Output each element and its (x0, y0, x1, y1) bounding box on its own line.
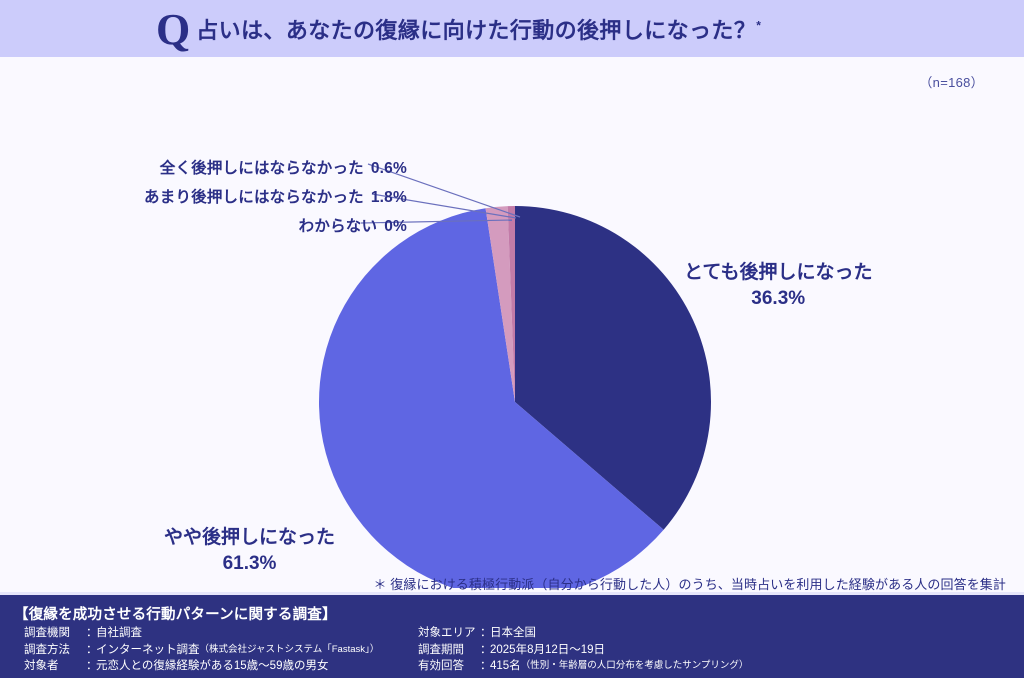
survey-meta-value: 日本全国 (490, 627, 536, 639)
callout-label-amari-text: あまり後押しにはならなかった (144, 189, 364, 206)
survey-meta-key: 対象者 (24, 660, 59, 672)
survey-meta-key: 調査方法 (24, 643, 70, 656)
callout-label-zenku-value: 0.6% (370, 160, 407, 177)
footer-panel: 【復縁を成功させる行動パターンに関する調査】 調査機関：自社調査 調査方法：インタ… (0, 595, 1024, 678)
callout-label-wakaranai: わからない 0% (299, 214, 407, 236)
survey-meta-key: 調査期間 (418, 643, 464, 656)
survey-meta-value: 415名 (490, 660, 521, 672)
slice-label-totemo-text: とても後押しになった (684, 262, 873, 283)
survey-meta-separator: ： (86, 643, 98, 656)
pie-chart-svg (319, 163, 711, 588)
survey-meta-key: 対象エリア (418, 627, 476, 639)
survey-title: 【復縁を成功させる行動パターンに関する調査】 (14, 607, 337, 623)
callout-label-wakaranai-value: 0% (384, 218, 407, 235)
pie-slice (485, 206, 515, 402)
callout-label-wakaranai-text: わからない (298, 218, 378, 235)
pie-slices-group (319, 206, 711, 588)
survey-meta-row: 調査期間 ： 2025年8月12日〜19日 (418, 642, 748, 659)
pie-slice (507, 206, 515, 402)
survey-meta-value: 自社調査 (96, 627, 142, 639)
leader-lines-group (360, 163, 521, 224)
survey-meta-note: （株式会社ジャストシステム「Fastask」） (199, 643, 380, 655)
slice-label-yaya-value: 61.3% (222, 553, 277, 575)
leader-line-3 (360, 219, 513, 224)
survey-meta-row: 有効回答 ： 415名 （性別・年齢層の人口分布を考慮したサンプリング） (418, 658, 748, 675)
survey-meta-value: インターネット調査 (96, 643, 200, 656)
sample-size-label: （n=168） (919, 75, 984, 90)
survey-meta-row: 調査機関 ：自社調査 (24, 625, 379, 642)
survey-meta-row: 調査方法 ：インターネット調査 （株式会社ジャストシステム「Fastask」） (24, 642, 379, 659)
question-mark-icon: Q (156, 4, 191, 54)
callout-label-zenku: 全く後押しにはならなかった 0.6% (160, 156, 407, 178)
survey-meta-key: 有効回答 (418, 660, 464, 672)
leader-line-2 (371, 193, 517, 219)
survey-meta-separator: ： (86, 627, 98, 639)
slice-label-yaya-text: やや後押しになった (164, 527, 336, 548)
survey-meta-separator: ： (86, 660, 98, 672)
survey-meta-row: 対象者 ：元恋人との復縁経験がある15歳〜59歳の男女 (24, 658, 379, 675)
footnote-text: ＊ 復縁における積極行動派（自分から行動した人）のうち、当時占いを利用した経験が… (373, 577, 1006, 592)
survey-meta-row: 対象エリア ：日本全国 (418, 625, 748, 642)
slice-label-yaya: やや後押しになった 61.3% (164, 525, 335, 577)
survey-meta-separator: ： (480, 643, 492, 656)
survey-meta-note: （性別・年齢層の人口分布を考慮したサンプリング） (520, 660, 749, 671)
page-title-text: 占いは、あなたの復縁に向けた行動の後押しになった？ (196, 17, 757, 43)
callout-label-amari: あまり後押しにはならなかった 1.8% (144, 185, 407, 207)
survey-meta-value: 元恋人との復縁経験がある15歳〜59歳の男女 (96, 660, 329, 672)
header-bar: Q 占いは、あなたの復縁に向けた行動の後押しになった？* (0, 0, 1024, 57)
slice-label-totemo: とても後押しになった 36.3% (684, 260, 872, 312)
pie-slice (319, 208, 664, 588)
survey-meta-value: 2025年8月12日〜19日 (490, 643, 606, 656)
footer-divider (0, 592, 1024, 595)
survey-meta-separator: ： (480, 660, 492, 672)
leader-line-1 (367, 163, 521, 218)
callout-label-zenku-text: 全く後押しにはならなかった (159, 160, 364, 177)
page-title: 占いは、あなたの復縁に向けた行動の後押しになった？* (196, 13, 761, 45)
survey-meta-left: 調査機関：自社調査 調査方法：インターネット調査 （株式会社ジャストシステム「Fas… (24, 625, 379, 675)
pie-chart-container: 全く後押しにはならなかった 0.6% あまり後押しにはならなかった 1.8% わから… (0, 57, 1024, 588)
callout-label-amari-value: 1.8% (370, 189, 407, 206)
slice-label-totemo-value: 36.3% (751, 288, 806, 310)
pie-slice (515, 206, 711, 530)
survey-meta-key: 調査機関 (24, 627, 70, 639)
title-asterisk: * (756, 18, 762, 33)
survey-meta-separator: ： (480, 627, 492, 639)
survey-meta-right: 対象エリア：日本全国 調査期間： 2025年8月12日〜19日 有効回答： 415名 （性… (418, 625, 748, 675)
